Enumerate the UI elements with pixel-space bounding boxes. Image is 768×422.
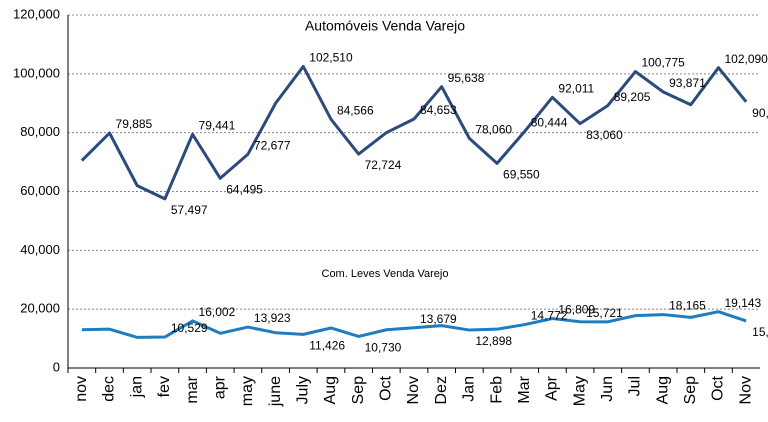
x-tick-label: mar — [184, 375, 201, 403]
x-tick-label: Aug — [322, 376, 339, 404]
data-label: 16,002 — [199, 305, 236, 319]
data-label: 100,775 — [641, 56, 685, 70]
data-label: 15,721 — [586, 306, 623, 320]
x-tick-label: Jan — [461, 376, 478, 402]
data-label: 79,885 — [116, 117, 153, 131]
x-tick-label: July — [294, 376, 311, 404]
x-tick-label: apr — [211, 375, 228, 399]
x-tick-label: jan — [128, 376, 145, 398]
data-label: 84,566 — [337, 103, 374, 117]
x-tick-label: Dez — [433, 376, 450, 404]
data-label: 69,550 — [503, 168, 540, 182]
y-tick-label: 60,000 — [20, 183, 60, 198]
data-label: 12,898 — [475, 334, 512, 348]
data-label: 16,809 — [558, 303, 595, 317]
data-label: 84,653 — [420, 103, 457, 117]
data-label: 102,510 — [309, 51, 353, 65]
data-label: 19,143 — [724, 296, 761, 310]
series-title: Com. Leves Venda Varejo — [322, 268, 449, 280]
data-label: 89,205 — [614, 90, 651, 104]
data-label: 18,165 — [669, 299, 706, 313]
y-tick-label: 0 — [53, 359, 60, 374]
data-label: 80,444 — [531, 116, 568, 130]
x-tick-label: june — [267, 376, 284, 407]
data-label: 13,923 — [254, 311, 291, 325]
y-tick-label: 120,000 — [13, 6, 60, 21]
x-tick-label: Nov — [405, 376, 422, 404]
x-tick-label: Aug — [654, 376, 671, 404]
data-label: 14,772 — [531, 309, 568, 323]
data-label: 57,497 — [171, 203, 208, 217]
x-tick-label: Jul — [627, 376, 644, 396]
data-label: 72,724 — [365, 158, 402, 172]
x-tick-label: nov — [73, 376, 90, 402]
data-label: 10,529 — [171, 321, 208, 335]
data-label: 64,495 — [226, 182, 263, 196]
x-tick-label: dec — [101, 376, 118, 402]
x-tick-label: Jun — [599, 376, 616, 402]
x-tick-label: may — [239, 376, 256, 406]
x-tick-label: Sep — [350, 376, 367, 405]
data-label: 13,679 — [420, 312, 457, 326]
data-label: 93,871 — [669, 76, 706, 90]
data-label: 102,090 — [724, 52, 768, 66]
data-label: 90,472 — [752, 106, 768, 120]
data-label: 15,994 — [752, 325, 768, 339]
x-tick-label: fev — [156, 376, 173, 397]
x-tick-label: Feb — [488, 376, 505, 404]
data-label: 92,011 — [558, 82, 594, 96]
y-tick-label: 20,000 — [20, 301, 60, 316]
data-label: 11,426 — [309, 339, 345, 353]
x-tick-label: Sep — [682, 376, 699, 405]
x-tick-label: Oct — [378, 375, 395, 400]
x-tick-label: May — [571, 376, 588, 406]
x-tick-label: Nov — [737, 376, 754, 404]
y-tick-label: 40,000 — [20, 242, 60, 257]
data-label: 95,638 — [448, 71, 485, 85]
data-label: 72,677 — [254, 138, 291, 152]
data-label: 78,060 — [475, 123, 512, 137]
y-tick-label: 80,000 — [20, 124, 60, 139]
data-label: 10,730 — [365, 341, 402, 355]
series-line — [81, 310, 747, 339]
data-label: 79,441 — [199, 118, 236, 132]
x-tick-label: Apr — [544, 375, 561, 401]
x-tick-label: Oct — [710, 375, 727, 400]
series-line — [80, 64, 748, 201]
x-tick-label: Mar — [516, 375, 533, 403]
data-label: 83,060 — [586, 128, 623, 142]
series-title: Automóveis Venda Varejo — [305, 18, 465, 34]
y-tick-label: 100,000 — [13, 65, 60, 80]
